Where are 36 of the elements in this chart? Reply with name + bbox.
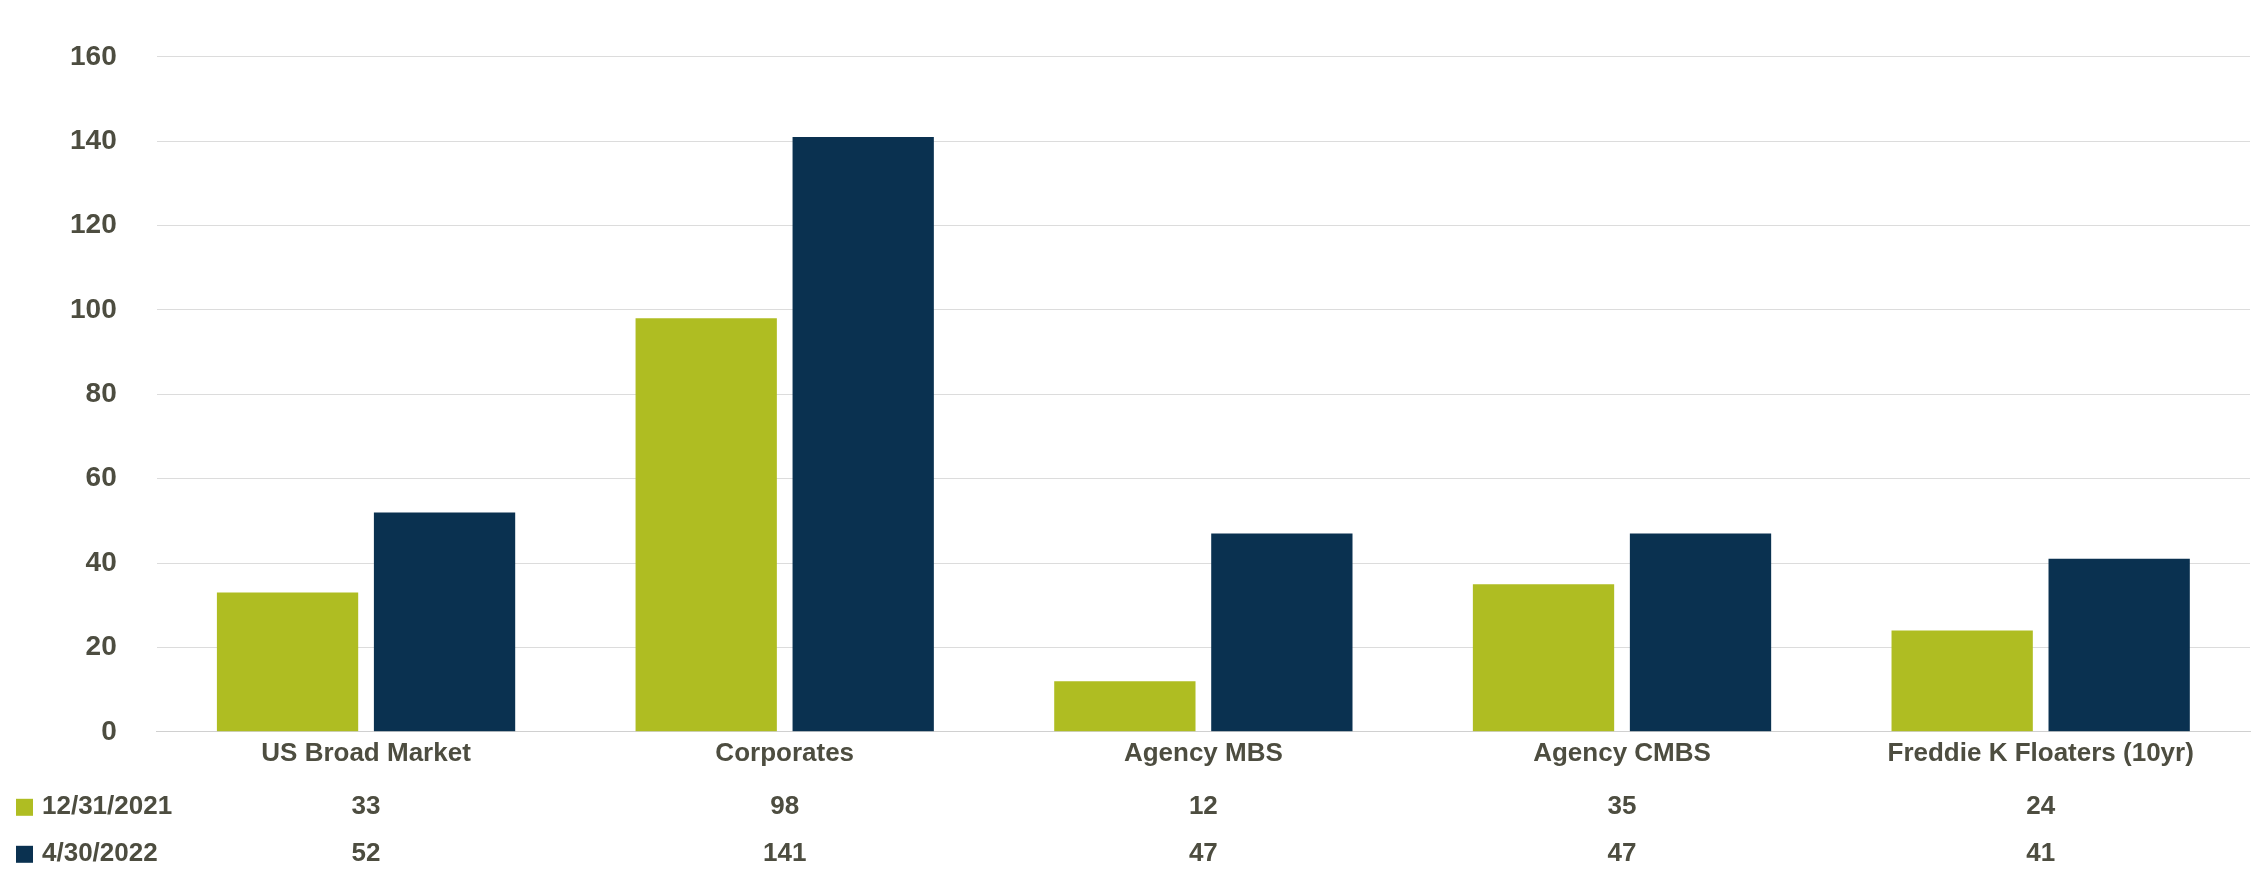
data-label: 98 [770, 789, 800, 820]
data-label: 47 [1188, 836, 1218, 867]
x-tick-label: Freddie K Floaters (10yr) [1887, 736, 2194, 767]
y-tick-label: 60 [85, 461, 117, 493]
data-label: 35 [1607, 789, 1637, 820]
y-tick-label: 100 [70, 292, 117, 324]
y-tick-label: 0 [101, 714, 117, 746]
x-tick-label: US Broad Market [261, 736, 472, 767]
data-label: 52 [351, 836, 381, 867]
data-label: 33 [351, 789, 381, 820]
bar [1629, 533, 1772, 732]
y-tick-label: 160 [70, 39, 117, 71]
data-label: 141 [763, 836, 807, 867]
bar [1054, 681, 1196, 732]
x-tick-label: Agency MBS [1123, 736, 1283, 767]
legend-label: 12/31/2021 [42, 789, 173, 820]
data-label: 24 [2026, 789, 2056, 820]
bar [2048, 558, 2190, 732]
data-label: 41 [2026, 836, 2056, 867]
y-tick-label: 20 [85, 630, 117, 662]
x-tick-label: Agency CMBS [1533, 736, 1711, 767]
legend-label: 4/30/2022 [42, 836, 158, 867]
x-tick-label: Corporates [715, 736, 855, 767]
data-label: 12 [1188, 789, 1218, 820]
y-tick-label: 120 [70, 208, 117, 240]
data-label: 47 [1607, 836, 1637, 867]
y-tick-label: 140 [70, 123, 117, 155]
bar [1211, 533, 1353, 732]
bar [635, 318, 777, 732]
bar [792, 136, 934, 732]
bar [1891, 630, 2033, 732]
y-tick-label: 40 [85, 545, 117, 577]
y-tick-label: 80 [85, 377, 117, 409]
bar [373, 512, 516, 732]
bar [1472, 584, 1615, 732]
bar [216, 592, 359, 732]
